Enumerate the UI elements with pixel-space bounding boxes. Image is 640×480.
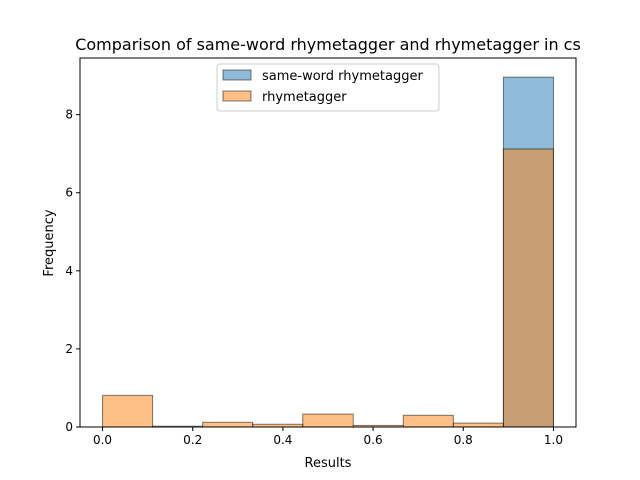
plot-frame <box>79 57 577 428</box>
y-tick-label: 8 <box>65 108 73 122</box>
bar-rhymetagger-7 <box>452 422 504 428</box>
legend-label: same-word rhymetagger <box>262 69 423 84</box>
axes-layer: 0.0 0.2 0.4 0.6 0.8 1.0 0 2 4 6 8 <box>65 57 577 447</box>
legend-label: rhymetagger <box>262 90 347 105</box>
x-tick-label: 0.8 <box>454 433 473 447</box>
bar-rhymetagger-2 <box>202 421 254 428</box>
x-tick-label: 0.6 <box>364 433 383 447</box>
x-tick-label: 1.0 <box>544 433 563 447</box>
y-tick-label: 2 <box>65 342 73 356</box>
legend-swatch <box>222 90 252 102</box>
bar-rhymetagger-0 <box>102 394 154 428</box>
bar-rhymetagger-4 <box>302 413 354 428</box>
y-tick-label: 4 <box>65 264 73 278</box>
legend-box <box>216 63 440 112</box>
y-tick-label: 0 <box>65 420 73 434</box>
legend-swatch <box>222 69 252 81</box>
bars-layer <box>102 76 554 428</box>
x-axis-label: Results <box>305 456 352 471</box>
x-tick-label: 0.4 <box>273 433 292 447</box>
chart-title: Comparison of same-word rhymetagger and … <box>75 35 581 54</box>
x-tick-label: 0.0 <box>93 433 112 447</box>
legend: same-word rhymetagger rhymetagger <box>216 63 440 112</box>
y-tick-label: 6 <box>65 186 73 200</box>
y-axis-label: Frequency <box>42 209 57 276</box>
bar-rhymetagger-8 <box>502 148 554 428</box>
x-tick-label: 0.2 <box>183 433 202 447</box>
bar-rhymetagger-6 <box>402 414 454 428</box>
